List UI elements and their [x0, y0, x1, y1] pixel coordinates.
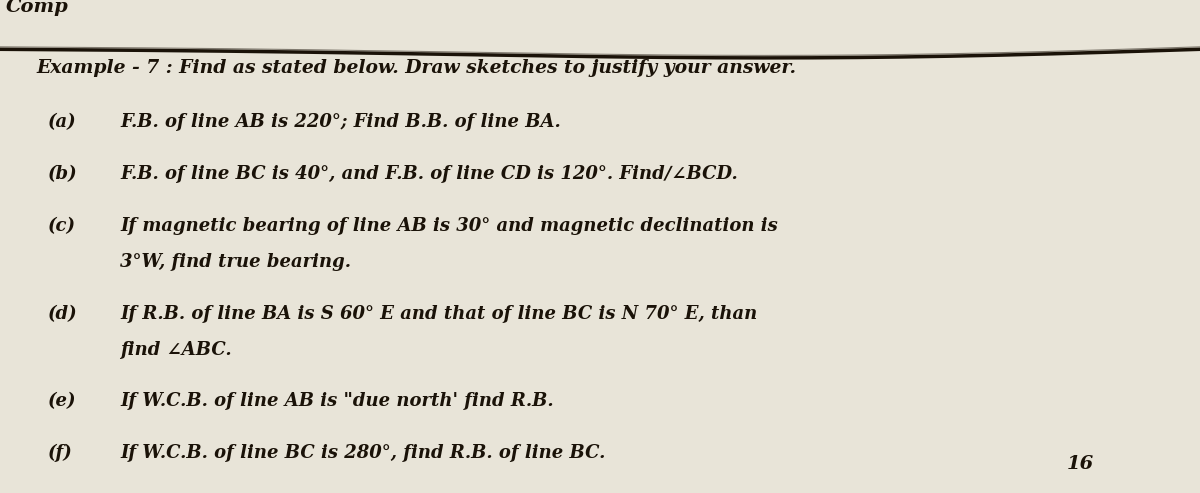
Text: Example - 7 : Find as stated below. Draw sketches to justify your answer.: Example - 7 : Find as stated below. Draw…	[36, 59, 796, 77]
Text: Comp: Comp	[6, 0, 68, 16]
Text: F.B. of line AB is 220°; Find B.B. of line BA.: F.B. of line AB is 220°; Find B.B. of li…	[120, 113, 560, 132]
Text: If magnetic bearing of line AB is 30° and magnetic declination is: If magnetic bearing of line AB is 30° an…	[120, 217, 778, 235]
Text: find ∠ABC.: find ∠ABC.	[120, 341, 232, 359]
Text: (a): (a)	[48, 113, 77, 132]
Text: F.B. of line BC is 40°, and F.B. of line CD is 120°. Find∕∠BCD.: F.B. of line BC is 40°, and F.B. of line…	[120, 165, 738, 183]
Text: (c): (c)	[48, 217, 76, 235]
Text: 16: 16	[1067, 455, 1093, 473]
Text: (b): (b)	[48, 165, 78, 183]
Text: If R.B. of line BA is S 60° E and that of line BC is N 70° E, than: If R.B. of line BA is S 60° E and that o…	[120, 305, 757, 323]
Text: 3°W, find true bearing.: 3°W, find true bearing.	[120, 253, 352, 271]
Text: (e): (e)	[48, 392, 77, 411]
Text: If W.C.B. of line AB is "due north' find R.B.: If W.C.B. of line AB is "due north' find…	[120, 392, 553, 411]
Text: If W.C.B. of line BC is 280°, find R.B. of line BC.: If W.C.B. of line BC is 280°, find R.B. …	[120, 444, 605, 462]
Text: (d): (d)	[48, 305, 78, 323]
Text: (f): (f)	[48, 444, 73, 462]
